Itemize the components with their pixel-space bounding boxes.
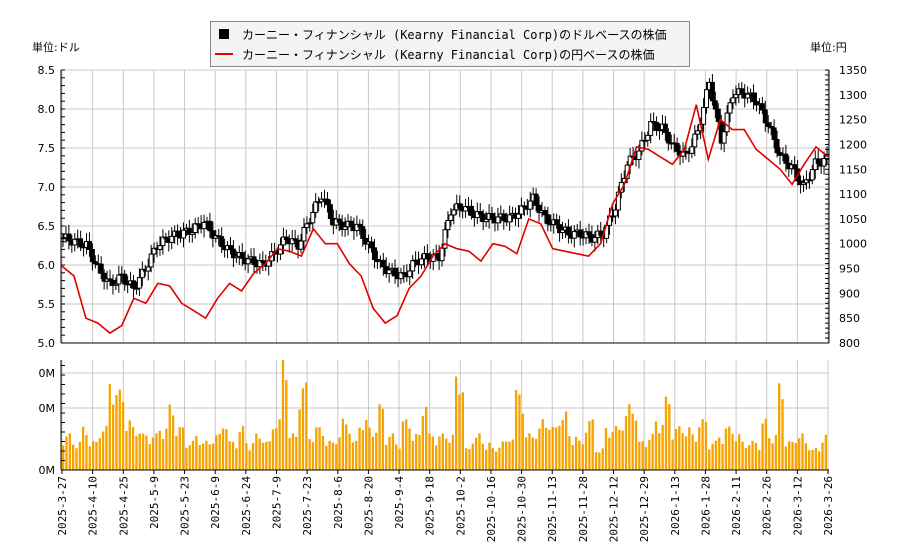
svg-text:5.5: 5.5 [38,298,56,311]
svg-text:2025-7-9: 2025-7-9 [270,476,283,529]
svg-text:0M: 0M [39,464,56,477]
svg-text:7.5: 7.5 [38,142,56,155]
jpy-price-line [61,104,829,335]
svg-text:8.5: 8.5 [38,64,56,77]
svg-text:8.0: 8.0 [38,103,56,116]
svg-text:1050: 1050 [839,213,867,226]
svg-text:1250: 1250 [839,114,867,127]
legend-jpy-label: カーニー・フィナンシャル (Kearny Financial Corp)の円ベー… [242,47,655,62]
usd-candlesticks [60,73,830,298]
svg-text:1300: 1300 [839,89,867,102]
svg-text:2025-9-18: 2025-9-18 [424,476,437,536]
svg-text:2026-3-26: 2026-3-26 [822,476,835,536]
svg-text:1150: 1150 [839,163,867,176]
legend: カーニー・フィナンシャル (Kearny Financial Corp)のドルベ… [210,21,690,67]
svg-text:2025-5-23: 2025-5-23 [179,476,192,536]
svg-text:2025-9-4: 2025-9-4 [393,476,406,529]
svg-text:2025-10-2: 2025-10-2 [454,476,467,536]
svg-text:2025-4-10: 2025-4-10 [87,476,100,536]
svg-text:950: 950 [839,263,860,276]
legend-jpy: カーニー・フィナンシャル (Kearny Financial Corp)の円ベー… [211,45,655,63]
legend-usd-label: カーニー・フィナンシャル (Kearny Financial Corp)のドルベ… [242,27,667,42]
svg-text:2025-5-9: 2025-5-9 [148,476,161,529]
left-axis-unit: 単位:ドル [32,41,80,54]
svg-text:2026-3-12: 2026-3-12 [791,476,804,536]
svg-text:2025-8-6: 2025-8-6 [332,476,345,529]
svg-text:2025-6-24: 2025-6-24 [240,476,253,536]
grid-lines [61,69,829,470]
svg-text:2025-3-27: 2025-3-27 [56,476,69,536]
red-line-icon [215,53,233,55]
svg-text:0M: 0M [39,367,56,380]
svg-text:2025-12-29: 2025-12-29 [638,476,651,542]
svg-text:2026-2-11: 2026-2-11 [730,476,743,536]
svg-text:2026-2-26: 2026-2-26 [761,476,774,536]
svg-text:800: 800 [839,337,860,350]
svg-text:2026-1-28: 2026-1-28 [699,476,712,536]
svg-text:2025-10-16: 2025-10-16 [485,476,498,542]
svg-text:7.0: 7.0 [38,181,56,194]
svg-text:2025-4-25: 2025-4-25 [117,476,130,536]
svg-text:2025-8-20: 2025-8-20 [362,476,375,536]
svg-text:1000: 1000 [839,238,867,251]
svg-text:0M: 0M [39,402,56,415]
svg-text:2025-12-12: 2025-12-12 [608,476,621,542]
svg-text:1100: 1100 [839,188,867,201]
svg-text:2025-7-23: 2025-7-23 [301,476,314,536]
svg-text:850: 850 [839,312,860,325]
black-square-icon [219,29,229,39]
svg-text:2025-6-9: 2025-6-9 [209,476,222,529]
svg-text:900: 900 [839,287,860,300]
svg-text:5.0: 5.0 [38,337,56,350]
svg-text:6.5: 6.5 [38,220,56,233]
svg-text:2025-11-13: 2025-11-13 [546,476,559,542]
svg-text:1200: 1200 [839,138,867,151]
svg-text:6.0: 6.0 [38,259,56,272]
svg-text:2025-11-28: 2025-11-28 [577,476,590,542]
svg-text:1350: 1350 [839,64,867,77]
svg-text:2025-10-30: 2025-10-30 [516,476,529,542]
svg-text:2026-1-13: 2026-1-13 [669,476,682,536]
right-axis-unit: 単位:円 [810,41,847,54]
volume-bars [62,360,827,470]
axes: 2025-3-27 2025-4-10 2025-4-25 2025-5-9 2025-… [38,64,868,542]
legend-usd: カーニー・フィナンシャル (Kearny Financial Corp)のドルベ… [211,25,667,43]
